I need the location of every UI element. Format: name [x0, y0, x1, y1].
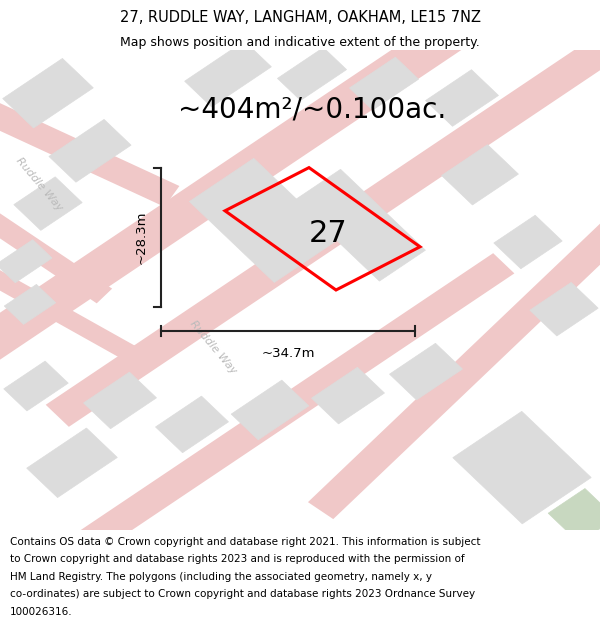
Text: Ruddle Way: Ruddle Way	[14, 156, 64, 213]
Text: 100026316.: 100026316.	[10, 607, 73, 617]
Bar	[425, 70, 499, 126]
Bar	[2, 58, 94, 128]
Text: to Crown copyright and database rights 2023 and is reproduced with the permissio: to Crown copyright and database rights 2…	[10, 554, 465, 564]
Text: ~28.3m: ~28.3m	[135, 211, 148, 264]
Bar	[0, 181, 112, 303]
Bar	[548, 489, 600, 542]
Bar	[14, 177, 82, 231]
Bar	[49, 119, 131, 182]
Bar	[155, 396, 229, 452]
Bar	[0, 266, 140, 362]
Bar	[349, 57, 419, 110]
Bar	[295, 169, 425, 281]
Text: HM Land Registry. The polygons (including the associated geometry, namely x, y: HM Land Registry. The polygons (includin…	[10, 572, 432, 582]
Text: Ruddle Way: Ruddle Way	[188, 319, 238, 376]
Bar	[190, 158, 338, 282]
Text: 27: 27	[309, 219, 348, 248]
Bar	[26, 428, 118, 498]
Bar	[494, 215, 562, 269]
Bar	[453, 411, 591, 524]
Bar	[389, 343, 463, 400]
Bar	[0, 0, 554, 543]
Bar	[4, 361, 68, 411]
Bar	[308, 61, 600, 519]
Text: ~404m²/~0.100ac.: ~404m²/~0.100ac.	[178, 96, 446, 124]
Bar	[185, 41, 271, 107]
Bar	[231, 380, 309, 440]
Text: 27, RUDDLE WAY, LANGHAM, OAKHAM, LE15 7NZ: 27, RUDDLE WAY, LANGHAM, OAKHAM, LE15 7N…	[119, 10, 481, 25]
Text: ~34.7m: ~34.7m	[261, 348, 315, 361]
Bar	[442, 144, 518, 205]
Bar	[0, 66, 179, 207]
Bar	[530, 282, 598, 336]
Bar	[311, 368, 385, 424]
Bar	[0, 253, 514, 625]
Text: co-ordinates) are subject to Crown copyright and database rights 2023 Ordnance S: co-ordinates) are subject to Crown copyr…	[10, 589, 475, 599]
Bar	[4, 284, 56, 324]
Bar	[0, 239, 52, 282]
Bar	[83, 372, 157, 429]
Bar	[46, 0, 600, 427]
Bar	[277, 48, 347, 101]
Text: Map shows position and indicative extent of the property.: Map shows position and indicative extent…	[120, 36, 480, 49]
Text: Contains OS data © Crown copyright and database right 2021. This information is : Contains OS data © Crown copyright and d…	[10, 537, 481, 547]
